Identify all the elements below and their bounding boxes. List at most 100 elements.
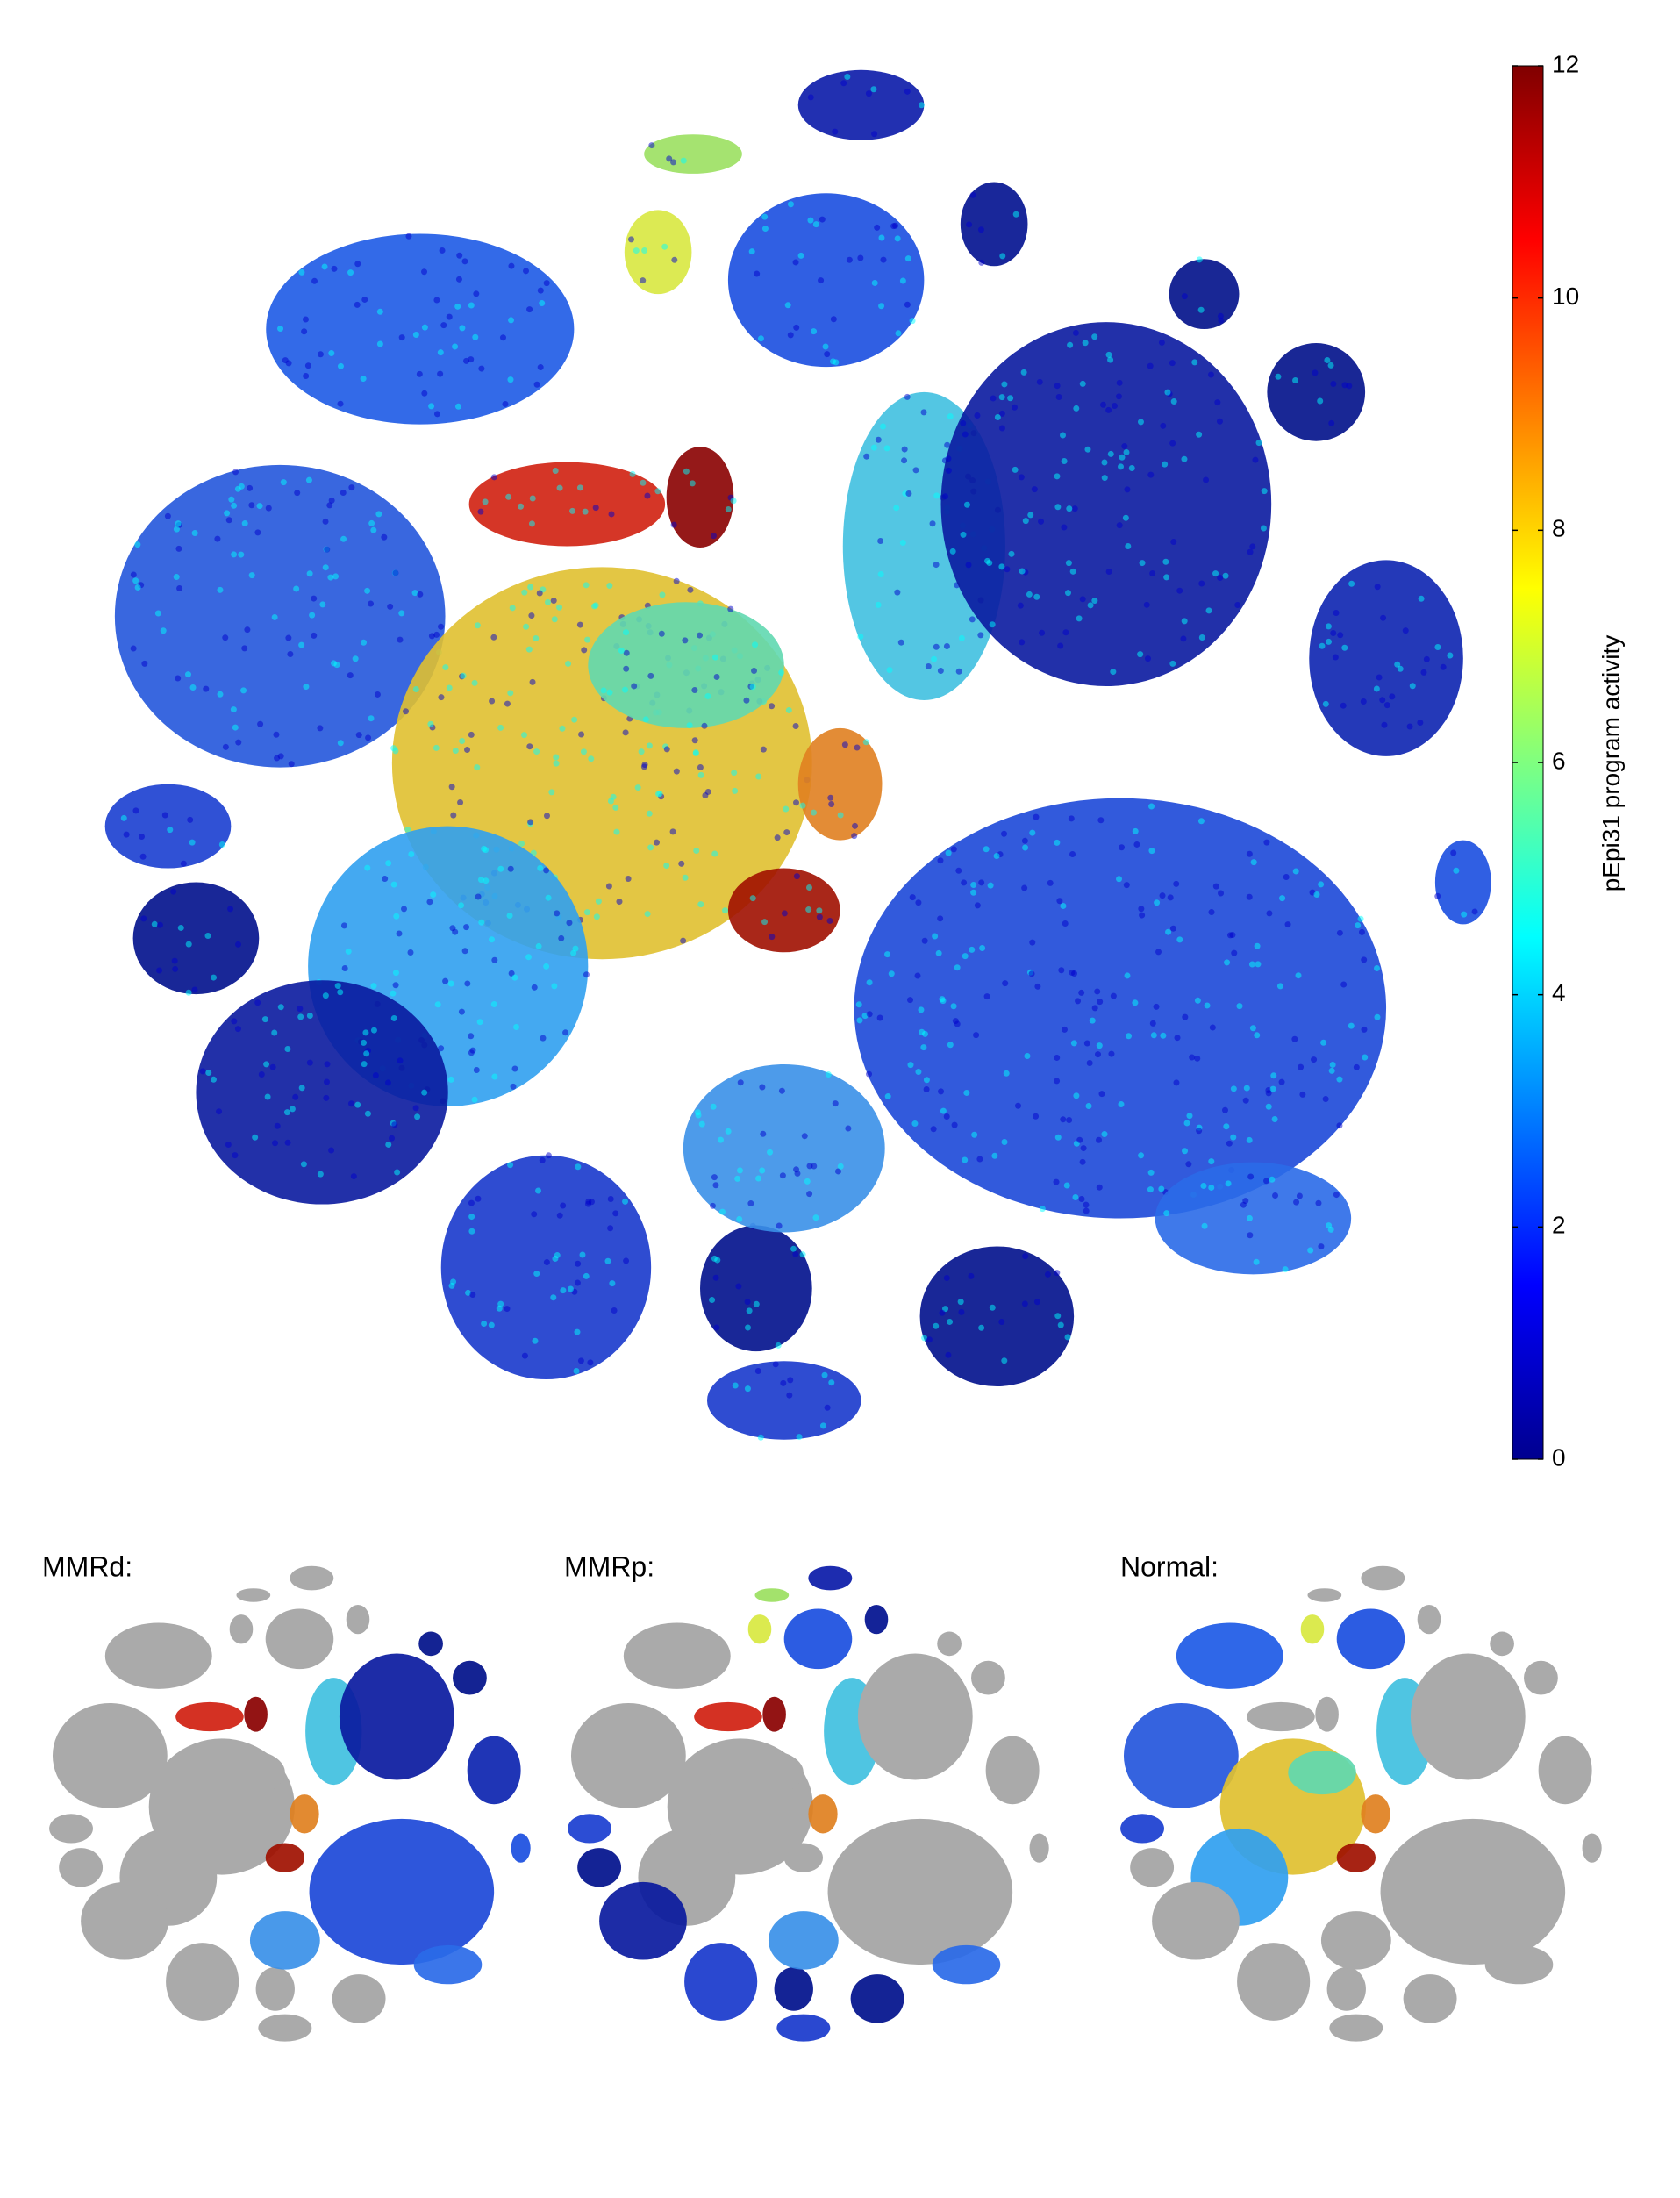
cell-dot [845, 1125, 852, 1132]
cell-dot [1208, 909, 1215, 916]
cell-dot [582, 508, 589, 515]
cell-dot [1246, 1214, 1253, 1221]
cell-dot [247, 484, 254, 491]
cell-dot [744, 1324, 751, 1331]
cell-dot [1061, 524, 1068, 531]
cell-dot [535, 1187, 542, 1194]
cell-dot [886, 667, 893, 674]
cluster [776, 2014, 831, 2042]
cell-dot [907, 997, 914, 1004]
cell-dot [1330, 630, 1337, 637]
cell-dot [787, 201, 794, 208]
cell-dot [1091, 333, 1098, 340]
cell-dot [1110, 669, 1117, 676]
cell-dot [468, 302, 475, 309]
cell-dot [974, 412, 981, 419]
cell-dot [433, 297, 440, 304]
cell-dot [1355, 922, 1362, 929]
cell-dot [173, 526, 180, 533]
cell-dot [504, 700, 511, 707]
cell-dot [1167, 894, 1174, 901]
cell-dot [1079, 596, 1086, 603]
cell-dot [362, 1029, 369, 1036]
cell-dot [533, 1271, 540, 1278]
cell-dot [607, 1195, 614, 1202]
cell-dot [793, 324, 800, 331]
cell-dot [433, 631, 440, 638]
cluster [727, 193, 925, 368]
cell-dot [156, 967, 163, 974]
cell-dot [920, 409, 927, 416]
cell-dot [368, 600, 375, 607]
cluster-background [265, 1608, 334, 1670]
cell-dot [834, 1168, 841, 1175]
cell-dot [757, 1434, 764, 1441]
cell-dot [1078, 1195, 1085, 1202]
cluster [266, 233, 575, 425]
cell-dot [883, 445, 890, 452]
cell-dot [1406, 723, 1413, 730]
cell-dot [348, 484, 355, 491]
cell-dot [769, 934, 776, 941]
cell-dot [970, 882, 977, 889]
cell-dot [558, 934, 565, 941]
cell-dot [785, 706, 792, 713]
cell-dot [905, 490, 912, 497]
cell-dot [1434, 644, 1441, 651]
cell-dot [844, 74, 851, 81]
cell-dot [871, 279, 878, 286]
cell-dot [792, 1250, 799, 1257]
cell-dot [488, 1321, 495, 1328]
cell-dot [998, 563, 1005, 570]
cell-dot [958, 1308, 965, 1315]
cell-dot [1358, 928, 1365, 935]
cell-dot [633, 247, 640, 254]
cluster-background [971, 1660, 1005, 1695]
cell-dot [537, 287, 544, 294]
cell-dot [488, 936, 495, 943]
cell-dot [987, 882, 994, 889]
cell-dot [428, 633, 435, 640]
cell-dot [468, 1199, 475, 1206]
cell-dot [952, 1018, 959, 1025]
cell-dot [439, 247, 446, 254]
cell-dot [161, 812, 168, 819]
cell-dot [940, 1107, 947, 1114]
cell-dot [760, 746, 767, 753]
cell-dot [556, 1212, 563, 1219]
cell-dot [218, 841, 225, 848]
cell-dot [749, 684, 756, 691]
cell-dot [337, 400, 344, 407]
cell-dot [1418, 595, 1425, 602]
cell-dot [1218, 890, 1225, 897]
cell-dot [986, 560, 993, 567]
cell-dot [625, 875, 632, 882]
cell-dot [683, 468, 690, 475]
cell-dot [566, 920, 573, 927]
cell-dot [669, 828, 676, 835]
cluster [249, 1911, 320, 1970]
cluster [1155, 1162, 1352, 1275]
cell-dot [584, 1200, 591, 1207]
cluster-background [1130, 1848, 1175, 1887]
cell-dot [421, 390, 428, 397]
cell-dot [326, 502, 333, 509]
cell-dot [328, 497, 335, 504]
cell-dot [725, 1128, 732, 1135]
cell-dot [955, 867, 962, 874]
cell-dot [816, 907, 823, 914]
cell-dot [1068, 815, 1075, 822]
cell-dot [370, 1027, 377, 1034]
cell-dot [689, 480, 696, 487]
cell-dot [1119, 454, 1126, 461]
cell-dot [572, 945, 579, 952]
cell-dot [1101, 475, 1108, 482]
cell-dot [1263, 1178, 1270, 1185]
cell-dot [654, 488, 661, 495]
cell-dot [960, 531, 967, 538]
cell-dot [1250, 859, 1257, 866]
cell-dot [828, 1379, 835, 1386]
cell-dot [556, 604, 563, 611]
cell-dot [392, 970, 399, 977]
cell-dot [939, 996, 946, 1003]
